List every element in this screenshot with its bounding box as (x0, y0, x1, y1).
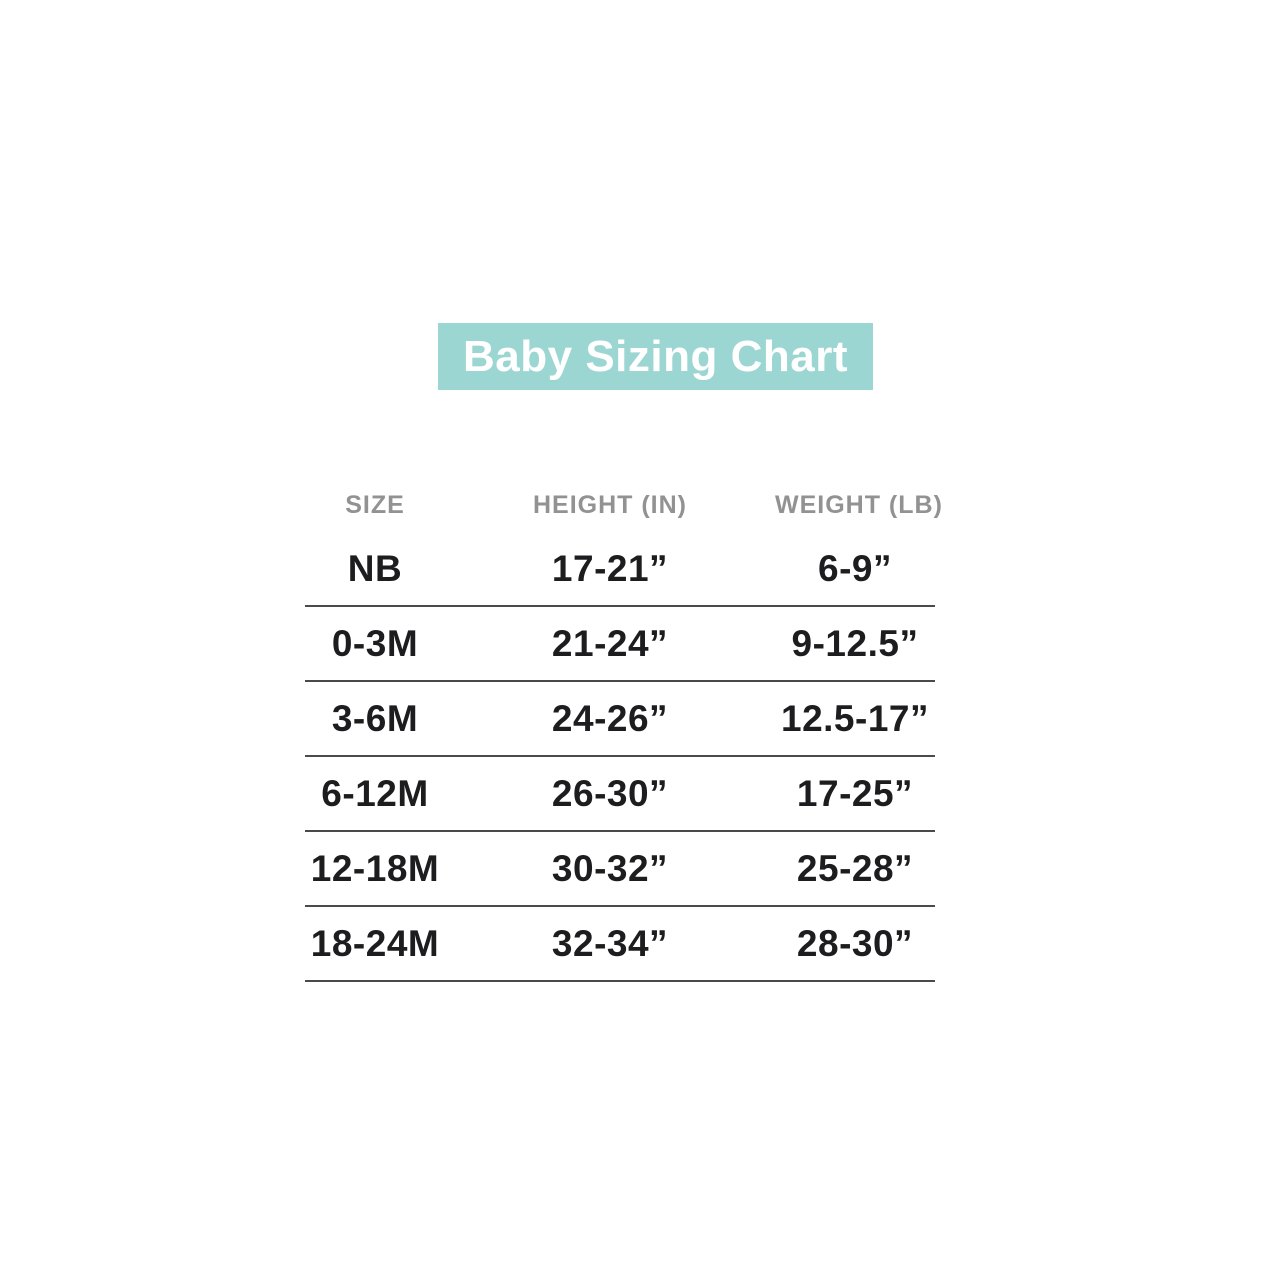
size-cell: 12-18M (310, 847, 440, 889)
page-title: Baby Sizing Chart (463, 331, 848, 381)
size-cell: 6-12M (321, 772, 429, 814)
title-banner: Baby Sizing Chart (438, 323, 873, 390)
height-cell: 26-30” (551, 772, 669, 814)
height-cell: 32-34” (551, 922, 669, 964)
column-header-height: HEIGHT (IN) (532, 490, 688, 519)
table-row: 3-6M 24-26” 12.5-17” (305, 682, 935, 757)
weight-cell: 17-25” (796, 772, 914, 814)
weight-cell: 28-30” (796, 922, 914, 964)
size-cell: NB (347, 547, 403, 589)
table-row: NB 17-21” 6-9” (305, 532, 935, 607)
column-header-weight: WEIGHT (LB) (775, 490, 943, 519)
table-row: 18-24M 32-34” 28-30” (305, 907, 935, 982)
height-cell: 30-32” (551, 847, 669, 889)
table-row: 0-3M 21-24” 9-12.5” (305, 607, 935, 682)
sizing-table: SIZE HEIGHT (IN) WEIGHT (LB) NB 17-21” 6… (305, 478, 1000, 982)
height-cell: 17-21” (551, 547, 669, 589)
weight-cell: 9-12.5” (791, 622, 919, 664)
height-cell: 24-26” (551, 697, 669, 739)
table-row: 6-12M 26-30” 17-25” (305, 757, 935, 832)
size-cell: 3-6M (331, 697, 419, 739)
column-header-size: SIZE (345, 490, 405, 519)
table-header-row: SIZE HEIGHT (IN) WEIGHT (LB) (305, 478, 943, 532)
size-cell: 18-24M (310, 922, 440, 964)
weight-cell: 6-9” (818, 547, 892, 589)
size-cell: 0-3M (331, 622, 419, 664)
weight-cell: 25-28” (796, 847, 914, 889)
height-cell: 21-24” (551, 622, 669, 664)
table-row: 12-18M 30-32” 25-28” (305, 832, 935, 907)
weight-cell: 12.5-17” (781, 697, 929, 739)
